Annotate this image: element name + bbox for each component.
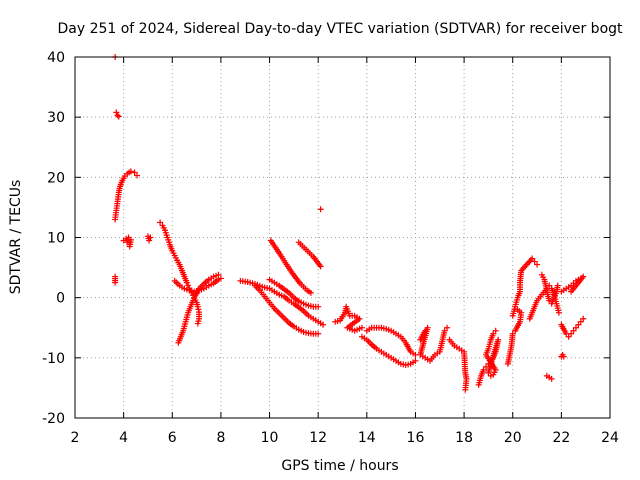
y-tick-label: -10 <box>42 351 65 367</box>
data-point <box>577 318 584 325</box>
data-point <box>554 282 561 289</box>
y-tick-label: 40 <box>47 50 65 66</box>
data-point <box>444 324 451 331</box>
data-point <box>194 303 201 310</box>
data-point <box>146 237 153 244</box>
x-tick-label: 6 <box>168 430 177 446</box>
data-point <box>534 261 541 268</box>
x-axis-label: GPS time / hours <box>281 458 398 474</box>
data-point <box>115 113 122 120</box>
x-tick-label: 14 <box>358 430 376 446</box>
data-point <box>127 236 134 243</box>
data-point <box>480 366 487 373</box>
data-point <box>194 320 201 327</box>
data-point <box>568 288 575 295</box>
data-point <box>531 258 538 265</box>
x-tick-label: 4 <box>119 430 128 446</box>
data-point <box>570 327 577 334</box>
data-point <box>568 330 575 337</box>
data-point <box>546 297 553 304</box>
data-point <box>317 206 324 213</box>
data-point <box>320 321 327 328</box>
data-point <box>114 112 121 119</box>
data-point <box>183 279 190 286</box>
data-point <box>131 169 138 176</box>
data-point <box>492 327 499 334</box>
data-point <box>580 315 587 322</box>
x-tick-label: 22 <box>552 430 570 446</box>
data-point <box>217 275 224 282</box>
data-point <box>185 282 192 289</box>
x-tick-label: 2 <box>71 430 80 446</box>
y-axis-label: SDTVAR / TECUs <box>8 180 24 295</box>
data-point <box>441 327 448 334</box>
x-tick-label: 24 <box>601 430 619 446</box>
data-point <box>157 219 164 226</box>
data-points <box>112 54 587 393</box>
data-point <box>215 271 222 278</box>
x-tick-label: 18 <box>455 430 473 446</box>
data-point <box>317 263 324 270</box>
data-point <box>358 324 365 331</box>
data-point <box>195 306 202 313</box>
data-point <box>112 279 119 286</box>
data-point <box>127 168 134 175</box>
x-tick-label: 20 <box>504 430 522 446</box>
data-point <box>315 330 322 337</box>
data-point <box>555 309 562 316</box>
data-point <box>113 109 120 116</box>
data-point <box>560 353 567 360</box>
x-tick-label: 16 <box>407 430 425 446</box>
data-point <box>462 386 469 393</box>
grid-lines <box>75 57 610 418</box>
chart-title: Day 251 of 2024, Sidereal Day-to-day VTE… <box>57 21 623 37</box>
data-point <box>514 306 521 313</box>
y-tick-label: 10 <box>47 231 65 247</box>
data-point <box>565 333 572 340</box>
y-tick-label: 30 <box>47 110 65 126</box>
data-point <box>490 330 497 337</box>
data-point <box>509 330 516 337</box>
data-point <box>529 255 536 262</box>
data-point <box>315 303 322 310</box>
data-point <box>575 321 582 328</box>
data-point <box>412 357 419 364</box>
data-point <box>147 234 154 241</box>
data-point <box>548 375 555 382</box>
y-tick-label: 20 <box>47 170 65 186</box>
data-point <box>134 172 141 179</box>
data-point <box>307 289 314 296</box>
x-tick-label: 10 <box>261 430 279 446</box>
x-tick-label: 12 <box>309 430 327 446</box>
y-tick-label: -20 <box>42 411 65 427</box>
y-tick-label: 0 <box>56 291 65 307</box>
data-point <box>485 369 492 376</box>
data-point <box>572 324 579 331</box>
x-tick-label: 8 <box>216 430 225 446</box>
